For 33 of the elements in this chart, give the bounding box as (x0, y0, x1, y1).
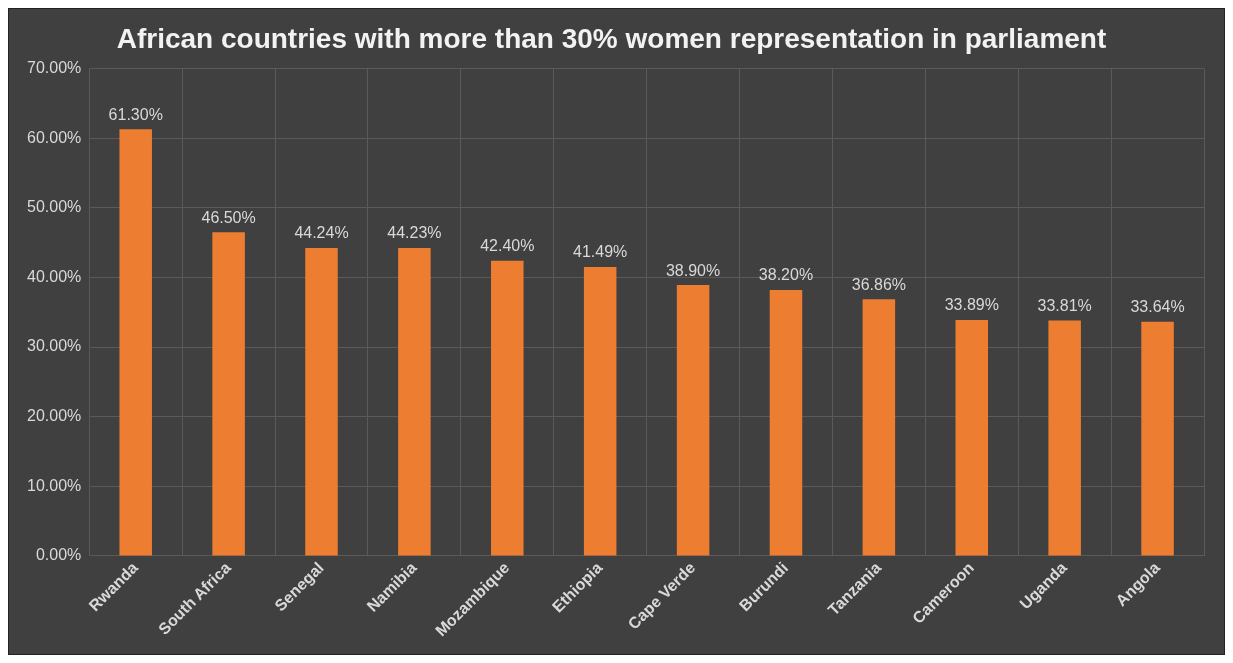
data-label: 33.89% (944, 296, 999, 314)
chart-title: African countries with more than 30% women representation in parliament (116, 22, 1107, 54)
bar (1048, 320, 1081, 556)
y-tick-label: 70.00% (27, 59, 82, 77)
data-label: 38.90% (665, 261, 721, 279)
data-label: 61.30% (108, 105, 163, 123)
y-tick-label: 60.00% (27, 128, 82, 146)
data-label: 41.49% (573, 243, 628, 261)
bar (955, 319, 989, 556)
y-tick-label: 40.00% (27, 267, 82, 285)
data-label: 44.23% (387, 224, 442, 242)
bar (398, 248, 431, 556)
data-label: 38.20% (758, 266, 814, 284)
bar (862, 299, 896, 556)
y-tick-label: 30.00% (27, 337, 82, 355)
bar (583, 267, 617, 556)
y-tick-label: 20.00% (27, 407, 82, 425)
bar (305, 247, 338, 556)
data-label: 46.50% (201, 208, 256, 226)
bar (769, 289, 803, 556)
y-tick-label: 10.00% (27, 476, 82, 494)
data-label: 42.40% (480, 237, 535, 255)
y-tick-label: 0.00% (35, 546, 82, 564)
bar (676, 285, 710, 556)
data-label: 33.81% (1037, 296, 1092, 314)
data-label: 36.86% (851, 275, 906, 293)
bar (212, 232, 245, 556)
data-label: 33.64% (1130, 298, 1185, 316)
data-label: 44.24% (294, 224, 349, 242)
bar (119, 129, 152, 556)
bar (491, 260, 524, 556)
bar (1141, 321, 1174, 556)
y-tick-label: 50.00% (27, 198, 82, 216)
